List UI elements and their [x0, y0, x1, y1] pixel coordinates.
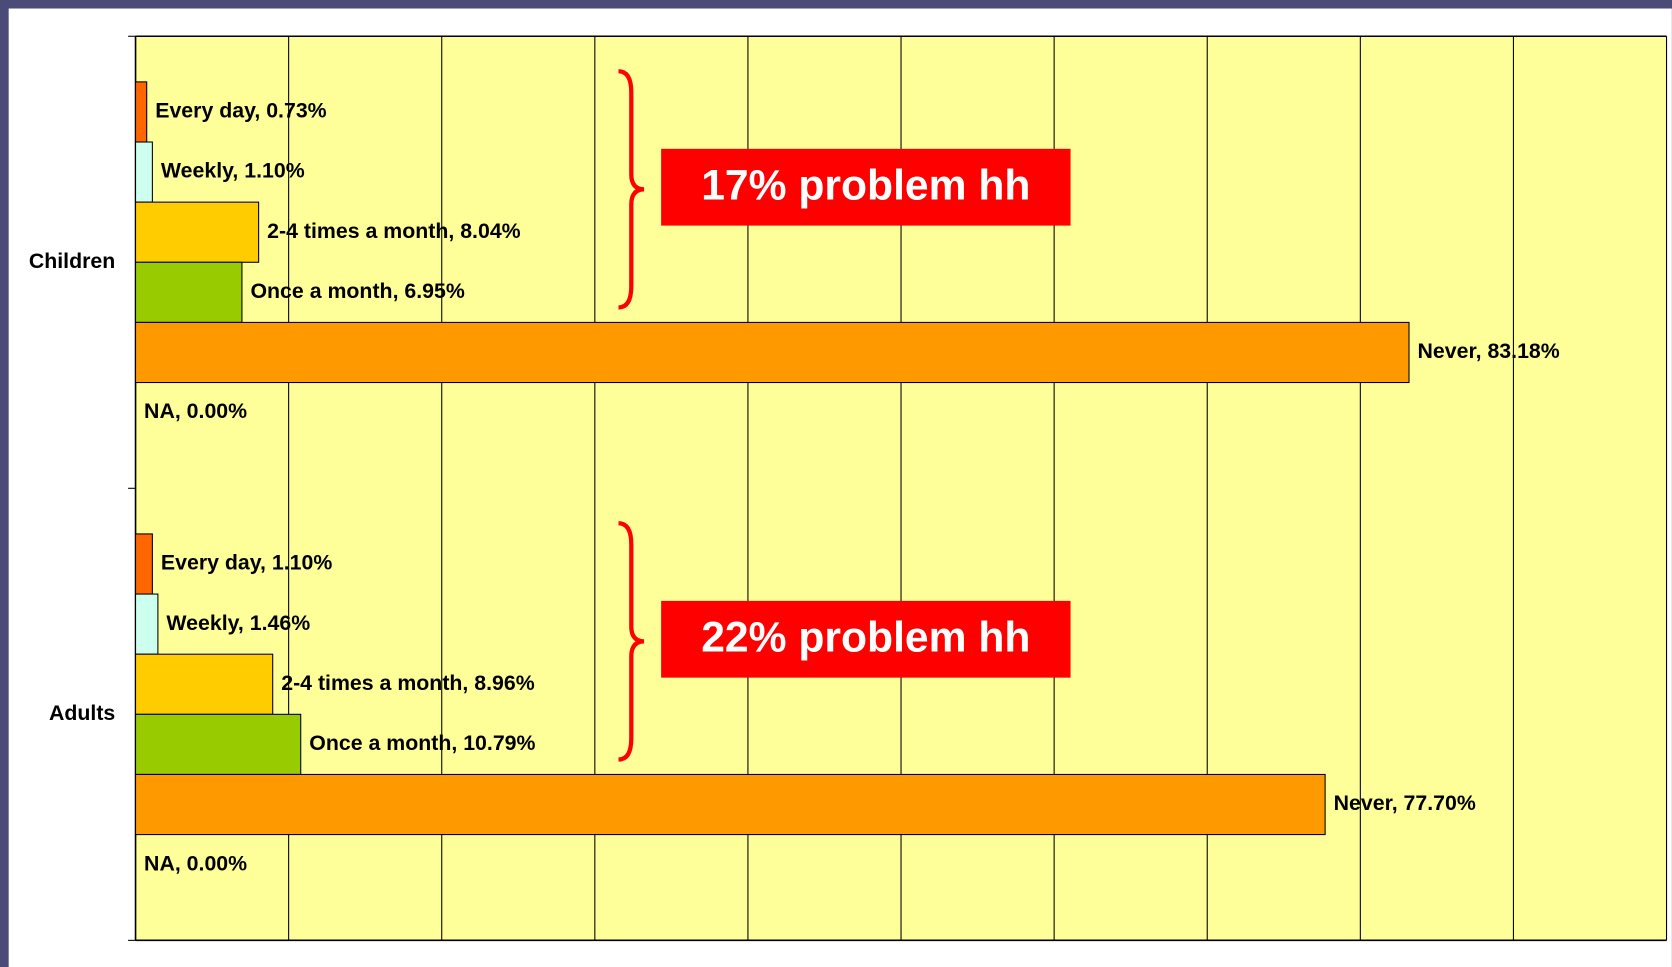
bar: [135, 593, 159, 655]
data-label: Weekly, 1.10%: [161, 159, 305, 183]
annotation: 17% problem hh: [701, 162, 1030, 210]
bar: [135, 773, 1326, 836]
annotation-box: [661, 600, 1071, 678]
annotation-box: [661, 148, 1071, 226]
bar: [135, 201, 260, 263]
bar: [135, 321, 1410, 384]
category-label: Children: [29, 249, 115, 273]
data-label: Never, 77.70%: [1334, 791, 1476, 815]
data-label: NA, 0.00%: [144, 399, 247, 423]
data-label: Never, 83.18%: [1418, 339, 1560, 363]
data-label: NA, 0.00%: [144, 851, 247, 875]
bar: [135, 81, 148, 143]
bar: [135, 261, 243, 323]
data-label: Every day, 0.73%: [155, 99, 326, 123]
data-label: Once a month, 10.79%: [309, 731, 535, 755]
bar: [135, 713, 302, 775]
brace: [618, 69, 645, 310]
bar: [135, 141, 153, 203]
annotation: 22% problem hh: [701, 614, 1030, 662]
data-label: Once a month, 6.95%: [250, 279, 464, 303]
data-label: Every day, 1.10%: [161, 551, 332, 575]
data-label: 2-4 times a month, 8.04%: [267, 219, 521, 243]
bar: [135, 533, 153, 595]
brace: [618, 521, 645, 762]
data-label: 2-4 times a month, 8.96%: [281, 671, 535, 695]
bar: [135, 653, 274, 715]
category-label: Adults: [49, 701, 115, 725]
data-label: Weekly, 1.46%: [166, 611, 310, 635]
